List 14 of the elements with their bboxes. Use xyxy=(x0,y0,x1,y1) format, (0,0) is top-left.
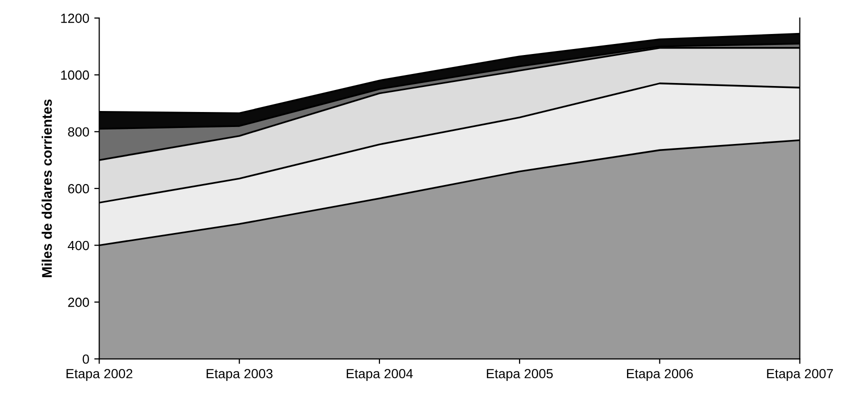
y-tick-label: 600 xyxy=(68,184,89,194)
x-tick-label: Etapa 2004 xyxy=(346,368,413,381)
y-tick-label: 800 xyxy=(68,127,89,137)
x-tick-label: Etapa 2002 xyxy=(66,368,132,381)
y-axis-title: Miles de dólares corrientes xyxy=(42,99,52,278)
y-tick-label: 400 xyxy=(68,240,89,250)
y-tick-label: 1000 xyxy=(61,70,90,80)
x-tick-label: Etapa 2005 xyxy=(486,368,553,381)
y-tick-label: 200 xyxy=(68,298,89,307)
x-tick-label: Etapa 2007 xyxy=(767,368,833,381)
y-tick-label: 1200 xyxy=(61,14,90,23)
x-tick-label: Etapa 2006 xyxy=(627,368,693,381)
y-tick-label: 0 xyxy=(82,354,89,364)
x-tick-label: Etapa 2003 xyxy=(206,368,273,381)
